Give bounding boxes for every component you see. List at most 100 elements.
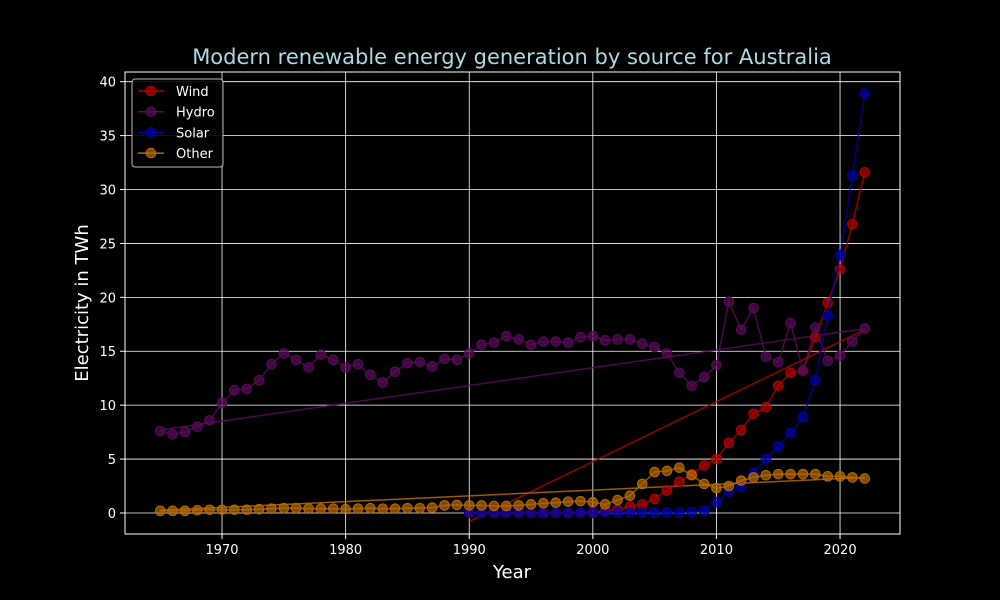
data-point <box>772 440 784 452</box>
data-point <box>229 504 240 516</box>
data-point <box>575 507 586 519</box>
x-tick-label: 2020 <box>824 543 857 558</box>
data-point <box>735 475 747 486</box>
data-point <box>451 499 463 511</box>
data-point <box>192 421 203 433</box>
data-point <box>402 357 413 369</box>
data-point <box>599 335 611 346</box>
data-point <box>562 496 574 507</box>
data-point <box>698 478 710 490</box>
y-tick-label: 20 <box>99 291 116 306</box>
data-point <box>810 468 821 480</box>
data-point <box>562 337 574 348</box>
data-point <box>674 462 685 473</box>
x-axis-ticks: 1970 1980 1990 2000 2010 2020 <box>205 534 857 558</box>
data-point <box>216 504 228 516</box>
data-point <box>797 468 809 480</box>
data-point <box>352 503 364 514</box>
y-tick-label: 5 <box>108 453 116 468</box>
data-point <box>760 469 772 481</box>
data-point <box>859 323 871 334</box>
x-axis-label: Year <box>492 562 532 583</box>
data-point <box>303 503 314 514</box>
data-point <box>327 354 339 366</box>
x-tick-label: 2010 <box>700 543 733 558</box>
legend-label: Wind <box>176 85 209 100</box>
data-point <box>513 500 524 511</box>
data-point <box>723 296 735 307</box>
data-point <box>760 453 772 465</box>
data-point <box>575 495 586 507</box>
data-point <box>463 348 475 359</box>
data-point <box>550 497 562 509</box>
data-point <box>760 351 772 362</box>
data-point <box>167 505 178 517</box>
data-point <box>216 397 228 409</box>
data-point <box>426 361 438 372</box>
data-point <box>674 476 685 488</box>
series-layer <box>154 88 871 519</box>
data-point <box>451 354 463 366</box>
data-point <box>315 503 327 514</box>
data-point <box>834 350 846 361</box>
series-solar <box>463 88 871 519</box>
data-point <box>414 502 426 514</box>
data-point <box>488 500 500 512</box>
data-point <box>204 504 215 516</box>
data-point <box>674 367 685 379</box>
data-point <box>772 356 784 368</box>
data-point <box>711 359 722 371</box>
data-point <box>179 426 191 438</box>
legend-label: Other <box>176 147 214 162</box>
legend-entry-hydro: Hydro <box>138 106 215 121</box>
data-point <box>365 502 376 514</box>
legend-box <box>131 78 224 168</box>
data-point <box>686 506 698 518</box>
data-point <box>439 353 450 365</box>
plot-frame <box>124 71 901 535</box>
data-point <box>303 362 314 373</box>
chart-title: Modern renewable energy generation by so… <box>192 45 832 69</box>
series-other <box>154 462 871 517</box>
data-point <box>538 497 549 509</box>
data-point <box>711 482 722 494</box>
data-point <box>315 349 327 360</box>
y-tick-label: 40 <box>99 76 116 91</box>
data-point <box>748 408 759 420</box>
data-point <box>624 334 636 345</box>
data-point <box>599 499 611 510</box>
legend-label: Solar <box>176 126 210 141</box>
x-tick-label: 1980 <box>329 543 362 558</box>
data-point <box>204 414 215 426</box>
data-point <box>847 472 858 483</box>
data-point <box>847 218 858 230</box>
data-point <box>772 380 784 392</box>
data-point <box>340 362 351 373</box>
trend-lines <box>160 327 866 523</box>
y-axis-ticks: 0 5 10 15 20 25 30 35 40 <box>99 76 125 522</box>
data-point <box>253 375 265 386</box>
data-point <box>859 473 871 484</box>
data-point <box>674 507 685 518</box>
data-point <box>686 469 698 481</box>
data-point <box>698 460 710 471</box>
data-point <box>711 496 722 508</box>
y-tick-label: 15 <box>99 345 116 360</box>
data-point <box>612 334 623 345</box>
data-point <box>797 411 809 423</box>
y-tick-label: 10 <box>99 399 116 414</box>
data-point <box>340 503 351 515</box>
data-point <box>698 371 710 383</box>
legend-marker <box>145 85 157 97</box>
data-point <box>735 424 747 436</box>
data-point <box>822 355 833 367</box>
data-point <box>686 380 698 392</box>
data-point <box>290 502 302 514</box>
data-point <box>797 365 809 376</box>
data-point <box>612 507 623 518</box>
x-tick-label: 2000 <box>576 543 609 558</box>
data-point <box>426 502 438 513</box>
data-point <box>636 507 648 518</box>
data-point <box>649 466 660 478</box>
y-axis-label: Electricity in TWh <box>72 224 93 381</box>
